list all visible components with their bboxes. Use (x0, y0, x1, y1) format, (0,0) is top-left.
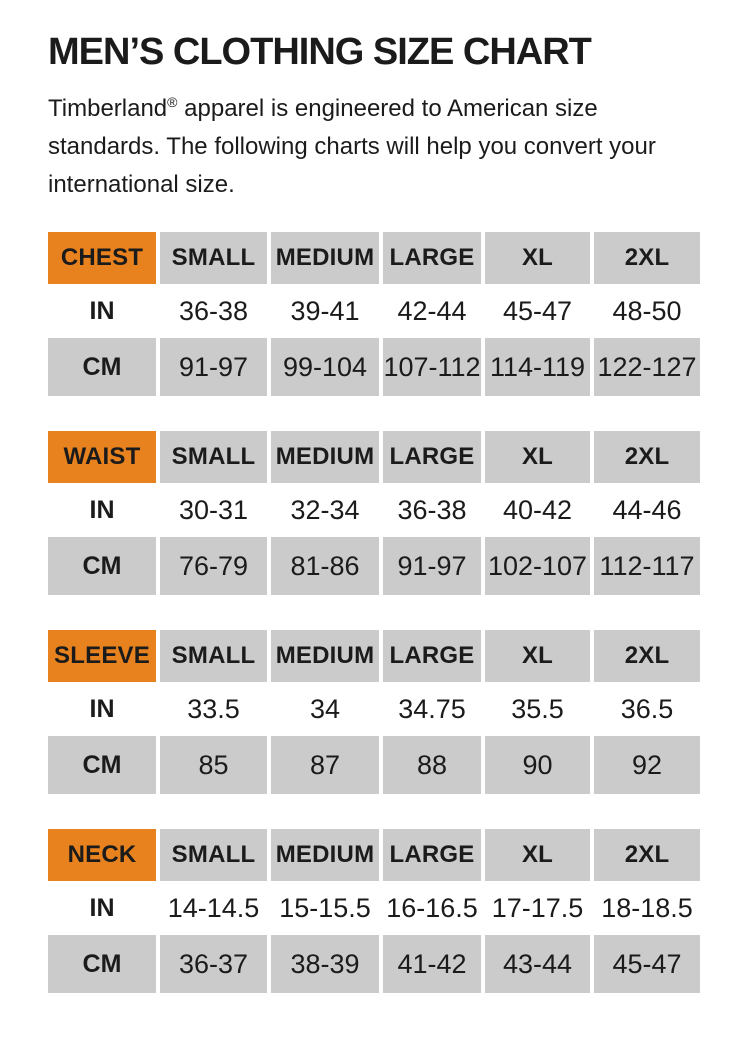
size-header-xl: XL (485, 232, 590, 284)
value-cell: 44-46 (612, 494, 682, 525)
value-cell: 36.5 (620, 693, 674, 724)
value-cell: 81-86 (271, 537, 379, 595)
brand-name: Timberland (48, 95, 168, 122)
value-cell: 32-34 (290, 494, 360, 525)
value-cell: 43-44 (485, 935, 590, 993)
unit-cell-in: IN (89, 893, 115, 922)
value-cell: 45-47 (594, 935, 700, 993)
size-header-large: LARGE (383, 829, 481, 881)
value-cell: 17-17.5 (491, 892, 584, 923)
value-cell: 99-104 (271, 338, 379, 396)
value-cell: 36-37 (160, 935, 267, 993)
value-cell: 107-112 (383, 338, 481, 396)
size-header-large: LARGE (383, 630, 481, 682)
intro-line-1: Timberland® apparel is engineered to Ame… (48, 90, 702, 128)
unit-cell-cm: CM (48, 736, 156, 794)
intro-paragraph: Timberland® apparel is engineered to Ame… (48, 90, 702, 204)
value-cell: 14-14.5 (167, 892, 260, 923)
unit-cell-in: IN (89, 296, 115, 325)
category-cell-sleeve: SLEEVE (48, 630, 156, 682)
value-cell: 45-47 (502, 295, 573, 326)
value-cell: 18-18.5 (601, 892, 693, 923)
value-cell: 76-79 (160, 537, 267, 595)
value-cell: 34 (309, 693, 341, 724)
size-header-small: SMALL (160, 829, 267, 881)
waist-size-table: WAIST SMALL MEDIUM LARGE XL 2XL IN 30-31… (48, 431, 702, 595)
value-cell: 88 (383, 736, 481, 794)
size-header-xl: XL (485, 829, 590, 881)
value-cell: 91-97 (160, 338, 267, 396)
value-cell: 114-119 (485, 338, 590, 396)
value-cell: 41-42 (383, 935, 481, 993)
value-cell: 91-97 (383, 537, 481, 595)
size-header-xl: XL (485, 431, 590, 483)
value-cell: 102-107 (485, 537, 590, 595)
size-header-large: LARGE (383, 431, 481, 483)
size-header-xl: XL (485, 630, 590, 682)
value-cell: 39-41 (290, 295, 360, 326)
size-header-medium: MEDIUM (271, 829, 379, 881)
registered-trademark-symbol: ® (167, 94, 178, 110)
value-cell: 122-127 (594, 338, 700, 396)
intro-line-2: standards. The following charts will hel… (48, 133, 656, 160)
value-cell: 48-50 (612, 295, 682, 326)
size-header-medium: MEDIUM (271, 630, 379, 682)
value-cell: 34.75 (398, 693, 466, 724)
size-header-2xl: 2XL (594, 829, 700, 881)
value-cell: 90 (485, 736, 590, 794)
value-cell: 92 (594, 736, 700, 794)
value-cell: 36-38 (397, 494, 467, 525)
value-cell: 42-44 (397, 295, 467, 326)
size-header-2xl: 2XL (594, 232, 700, 284)
size-header-medium: MEDIUM (271, 232, 379, 284)
value-cell: 38-39 (271, 935, 379, 993)
unit-cell-in: IN (89, 694, 115, 723)
unit-cell-cm: CM (48, 338, 156, 396)
size-header-2xl: 2XL (594, 431, 700, 483)
intro-line-3: international size. (48, 171, 235, 198)
page-title: MEN’S CLOTHING SIZE CHART (48, 31, 592, 73)
value-cell: 15-15.5 (279, 892, 371, 923)
value-cell: 16-16.5 (386, 892, 478, 923)
neck-size-table: NECK SMALL MEDIUM LARGE XL 2XL IN 14-14.… (48, 829, 702, 993)
unit-cell-in: IN (89, 495, 115, 524)
value-cell: 33.5 (187, 693, 240, 724)
size-header-large: LARGE (383, 232, 481, 284)
value-cell: 40-42 (502, 494, 573, 525)
value-cell: 87 (271, 736, 379, 794)
size-tables: CHEST SMALL MEDIUM LARGE XL 2XL IN 36-38… (48, 232, 702, 993)
unit-cell-cm: CM (48, 935, 156, 993)
value-cell: 85 (160, 736, 267, 794)
value-cell: 112-117 (594, 537, 700, 595)
size-chart-page: MEN’S CLOTHING SIZE CHART Timberland® ap… (48, 31, 702, 993)
category-cell-chest: CHEST (48, 232, 156, 284)
category-cell-waist: WAIST (48, 431, 156, 483)
size-header-small: SMALL (160, 232, 267, 284)
value-cell: 35.5 (511, 693, 564, 724)
chest-size-table: CHEST SMALL MEDIUM LARGE XL 2XL IN 36-38… (48, 232, 702, 396)
size-header-small: SMALL (160, 630, 267, 682)
size-header-2xl: 2XL (594, 630, 700, 682)
value-cell: 36-38 (178, 295, 249, 326)
sleeve-size-table: SLEEVE SMALL MEDIUM LARGE XL 2XL IN 33.5… (48, 630, 702, 794)
size-header-medium: MEDIUM (271, 431, 379, 483)
category-cell-neck: NECK (48, 829, 156, 881)
unit-cell-cm: CM (48, 537, 156, 595)
intro-line-1-text: apparel is engineered to American size (177, 95, 598, 122)
value-cell: 30-31 (178, 494, 249, 525)
size-header-small: SMALL (160, 431, 267, 483)
